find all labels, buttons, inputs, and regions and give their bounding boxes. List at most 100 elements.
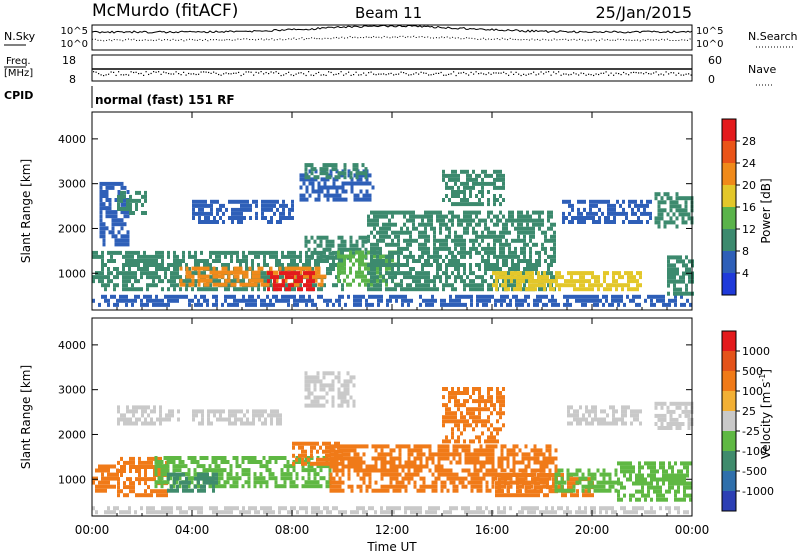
data-cell: [527, 294, 530, 299]
data-cell: [349, 258, 352, 263]
data-cell: [308, 263, 311, 267]
data-cell: [541, 287, 544, 292]
data-cell: [484, 259, 487, 263]
data-cell: [599, 510, 602, 515]
data-cell: [331, 163, 335, 168]
data-cell: [638, 294, 641, 299]
data-cell: [337, 175, 341, 180]
data-cell: [341, 259, 344, 263]
data-cell: [491, 464, 495, 469]
data-cell: [403, 246, 406, 251]
data-cell: [355, 250, 358, 255]
data-cell: [185, 476, 188, 481]
data-cell: [346, 371, 350, 376]
data-cell: [122, 254, 125, 259]
data-cell: [213, 409, 216, 414]
data-cell: [334, 163, 338, 168]
data-cell: [682, 275, 685, 280]
data-cell: [217, 456, 221, 460]
data-cell: [684, 212, 688, 217]
data-cell: [380, 506, 383, 511]
data-cell: [125, 510, 128, 515]
data-cell: [497, 298, 500, 303]
data-cell: [203, 278, 207, 283]
data-cell: [487, 254, 490, 259]
data-cell: [667, 279, 670, 284]
data-cell: [125, 254, 128, 259]
data-cell: [397, 283, 400, 288]
data-cell: [162, 417, 165, 422]
nave-point: [223, 73, 225, 75]
data-cell: [206, 298, 209, 303]
data-cell: [407, 444, 411, 449]
data-cell: [499, 250, 502, 255]
data-cell: [455, 460, 459, 465]
data-cell: [511, 267, 514, 271]
data-cell: [217, 468, 221, 473]
data-cell: [147, 465, 150, 469]
data-cell: [565, 216, 568, 220]
data-cell: [409, 250, 412, 255]
data-cell: [467, 456, 471, 461]
data-cell: [340, 266, 343, 271]
nave-point: [483, 73, 485, 75]
data-cell: [615, 271, 618, 276]
data-cell: [481, 283, 484, 288]
data-cell: [550, 263, 553, 267]
data-cell: [482, 476, 486, 481]
data-cell: [359, 181, 363, 186]
data-cell: [503, 468, 507, 473]
data-cell: [196, 460, 200, 464]
data-cell: [269, 266, 273, 271]
data-cell: [131, 287, 134, 292]
data-cell: [308, 266, 312, 271]
nave-point: [575, 73, 577, 75]
data-cell: [314, 250, 317, 255]
data-cell: [341, 472, 345, 477]
data-cell: [466, 275, 469, 280]
data-cell: [383, 464, 387, 469]
data-cell: [585, 279, 588, 284]
data-cell: [567, 271, 570, 276]
data-cell: [337, 379, 341, 384]
nave-point: [190, 73, 192, 75]
data-cell: [475, 210, 478, 215]
data-cell: [585, 287, 588, 292]
data-cell: [137, 254, 140, 259]
data-cell: [159, 413, 162, 418]
data-cell: [410, 476, 414, 481]
data-cell: [257, 287, 260, 292]
data-cell: [203, 271, 206, 276]
data-cell: [228, 216, 231, 220]
nave-point: [685, 73, 687, 75]
data-cell: [532, 218, 535, 223]
data-cell: [433, 275, 436, 280]
data-cell: [182, 484, 185, 489]
data-cell: [427, 271, 430, 276]
data-cell: [457, 222, 460, 227]
data-cell: [451, 194, 454, 198]
data-cell: [379, 226, 382, 231]
data-cell: [535, 271, 538, 276]
data-cell: [290, 266, 294, 271]
data-cell: [120, 218, 124, 223]
data-cell: [155, 510, 158, 515]
data-cell: [412, 279, 415, 284]
data-cell: [200, 472, 203, 477]
data-cell: [400, 263, 403, 267]
data-cell: [579, 279, 582, 284]
data-cell: [365, 177, 369, 182]
data-cell: [273, 279, 276, 284]
data-cell: [95, 510, 98, 515]
data-cell: [173, 476, 176, 481]
data-cell: [287, 266, 291, 271]
data-cell: [102, 202, 106, 207]
data-cell: [634, 211, 637, 216]
data-cell: [536, 456, 540, 461]
data-cell: [676, 259, 679, 264]
data-cell: [428, 456, 432, 461]
data-cell: [350, 460, 354, 465]
nave-point: [235, 72, 237, 74]
data-cell: [251, 282, 255, 287]
data-cell: [270, 421, 273, 426]
